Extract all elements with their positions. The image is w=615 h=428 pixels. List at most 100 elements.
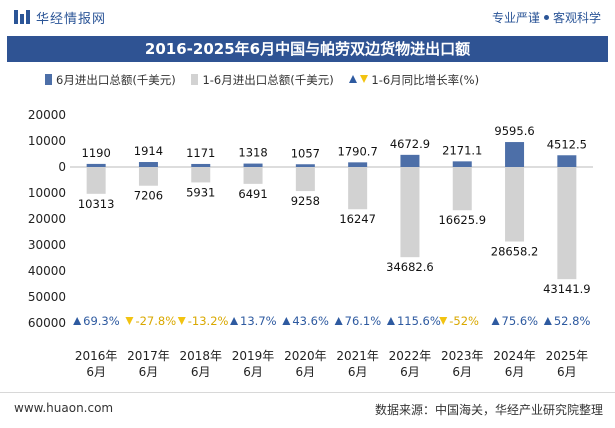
growth-up-triangle-icon	[543, 317, 552, 325]
y-tick-label: 60000	[28, 316, 66, 330]
y-tick-label: 50000	[28, 290, 66, 304]
x-tick-label: 6月	[505, 365, 525, 379]
x-tick-label: 2019年	[232, 349, 275, 363]
growth-value-label: 13.7%	[240, 314, 277, 328]
bar-monthly	[348, 162, 368, 167]
monthly-value-label: 1190	[82, 146, 111, 160]
growth-value-label: 75.6%	[502, 314, 539, 328]
bar-monthly	[557, 155, 577, 167]
monthly-value-label: 1914	[134, 144, 163, 158]
bar-monthly	[86, 163, 106, 167]
x-tick-label: 6月	[243, 365, 263, 379]
x-tick-label: 6月	[348, 365, 368, 379]
bar-monthly	[191, 163, 211, 167]
y-tick-label: 20000	[28, 212, 66, 226]
bar-monthly	[138, 162, 158, 167]
cumulative-value-label: 6491	[238, 187, 267, 201]
legend-item-growth: 1-6月同比增长率(%)	[349, 72, 479, 88]
x-tick-label: 2018年	[179, 349, 222, 363]
top-bar: 华经情报网 专业严谨 客观科学	[0, 0, 615, 34]
chart-area: 20000 10000 0 10000 20000 30000 40000 50000 6000…	[28, 108, 593, 379]
bar-cumulative	[400, 167, 420, 258]
y-tick-label: 10000	[28, 134, 66, 148]
y-tick-label: 40000	[28, 264, 66, 278]
x-tick-label: 6月	[86, 365, 106, 379]
cumulative-value-label: 16625.9	[438, 213, 486, 227]
cumulative-value-label: 9258	[291, 194, 320, 208]
legend-label-growth: 1-6月同比增长率(%)	[371, 73, 480, 87]
x-tick-label: 2017年	[127, 349, 170, 363]
growth-value-label: 52.8%	[554, 314, 591, 328]
bar-monthly	[400, 154, 420, 167]
chart-legend: 6月进出口总额(千美元) 1-6月进出口总额(千美元) 1-6月同比增长率(%)	[45, 72, 491, 88]
y-tick-label: 10000	[28, 186, 66, 200]
growth-value-label: 76.1%	[345, 314, 382, 328]
monthly-value-label: 1318	[238, 146, 267, 160]
footer: www.huaon.com 数据来源：中国海关，华经产业研究院整理	[0, 392, 615, 428]
y-tick-label: 30000	[28, 238, 66, 252]
growth-up-triangle-icon	[282, 317, 291, 325]
x-tick-label: 6月	[139, 365, 159, 379]
growth-value-label: -13.2%	[188, 314, 229, 328]
cumulative-value-label: 5931	[186, 185, 215, 199]
monthly-value-label: 9595.6	[494, 124, 534, 138]
footer-source: 数据来源：中国海关，华经产业研究院整理	[374, 403, 603, 417]
growth-value-label: 43.6%	[292, 314, 329, 328]
tagline-left: 专业严谨	[491, 11, 540, 25]
monthly-value-label: 1790.7	[338, 144, 378, 158]
bar-monthly	[505, 142, 525, 167]
bar-monthly	[452, 161, 472, 167]
x-tick-label: 2025年	[546, 349, 589, 363]
bar-cumulative	[86, 167, 106, 194]
bar-monthly	[295, 164, 315, 167]
growth-up-triangle-icon	[73, 317, 82, 325]
tagline: 专业严谨 客观科学	[492, 9, 601, 26]
growth-up-triangle-icon	[491, 317, 500, 325]
growth-value-label: -27.8%	[135, 314, 176, 328]
bar-cumulative	[505, 167, 525, 242]
x-tick-label: 2020年	[284, 349, 327, 363]
y-tick-label: 0	[58, 160, 66, 174]
legend-label-monthly: 6月进出口总额(千美元)	[56, 73, 176, 87]
cumulative-value-label: 16247	[339, 212, 376, 226]
cumulative-value-label: 7206	[134, 189, 163, 203]
legend-swatch-cumulative	[191, 74, 199, 85]
growth-value-label: 69.3%	[83, 314, 120, 328]
y-tick-label: 20000	[28, 108, 66, 122]
footer-site: www.huaon.com	[14, 401, 114, 415]
growth-down-triangle-icon	[439, 317, 448, 325]
bar-cumulative	[348, 167, 368, 210]
bar-cumulative	[191, 167, 211, 183]
x-tick-label: 2016年	[75, 349, 118, 363]
growth-value-label: -52%	[449, 314, 479, 328]
cumulative-value-label: 28658.2	[491, 245, 539, 259]
cumulative-value-label: 10313	[78, 197, 115, 211]
legend-triangle-down-icon	[360, 75, 369, 83]
legend-label-cumulative: 1-6月进出口总额(千美元)	[202, 73, 334, 87]
monthly-value-label: 4672.9	[390, 137, 430, 151]
x-tick-label: 6月	[557, 365, 577, 379]
legend-item-monthly: 6月进出口总额(千美元)	[45, 72, 176, 88]
bar-cumulative	[452, 167, 472, 211]
bar-cumulative	[557, 167, 577, 280]
tagline-right: 客观科学	[552, 11, 601, 25]
cumulative-value-label: 34682.6	[386, 260, 434, 274]
x-tick-label: 6月	[296, 365, 316, 379]
x-tick-label: 2022年	[389, 349, 432, 363]
brand-name: 华经情报网	[36, 12, 107, 27]
legend-item-cumulative: 1-6月进出口总额(千美元)	[191, 72, 334, 88]
monthly-value-label: 4512.5	[547, 137, 587, 151]
legend-triangle-up-icon	[349, 75, 358, 83]
x-tick-label: 2021年	[336, 349, 379, 363]
bar-monthly	[243, 163, 263, 167]
growth-down-triangle-icon	[125, 317, 134, 325]
bar-cumulative	[243, 167, 263, 184]
growth-down-triangle-icon	[177, 317, 186, 325]
x-tick-label: 6月	[452, 365, 472, 379]
growth-up-triangle-icon	[230, 317, 239, 325]
x-tick-label: 6月	[191, 365, 211, 379]
x-tick-label: 2023年	[441, 349, 484, 363]
cumulative-value-label: 43141.9	[543, 282, 591, 296]
monthly-value-label: 2171.1	[442, 143, 482, 157]
monthly-value-label: 1171	[186, 146, 215, 160]
